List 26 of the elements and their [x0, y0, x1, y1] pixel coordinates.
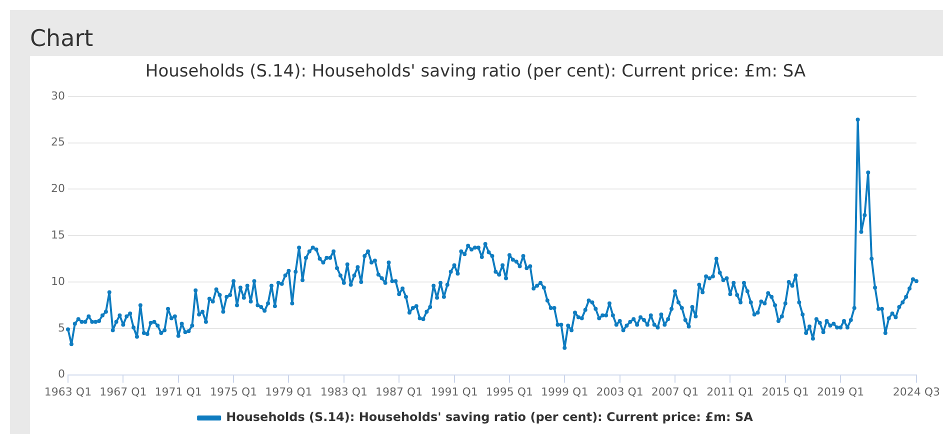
- x-tick-label: 2015 Q1: [762, 385, 809, 398]
- x-tick-label: 1971 Q1: [154, 385, 202, 398]
- x-tick-label: 2024 Q3: [892, 385, 940, 398]
- y-tick-label: 20: [51, 182, 65, 196]
- x-tick-label: 1987 Q1: [376, 385, 423, 398]
- legend-label: Households (S.14): Households' saving ratio (per cent): Current price: £m: SA: [226, 410, 754, 424]
- x-tick-label: 1991 Q1: [430, 385, 478, 398]
- chart-title: Households (S.14): Households' saving ratio (per cent): Current price: £m: SA: [145, 62, 806, 82]
- x-tick-label: 1967 Q1: [100, 385, 147, 398]
- x-tick-label: 2019 Q1: [816, 385, 864, 398]
- x-tick-label: 1999 Q1: [541, 385, 588, 398]
- x-tick-label: 1979 Q1: [265, 385, 312, 398]
- x-tick-label: 2003 Q1: [596, 385, 644, 398]
- y-tick-label: 30: [51, 89, 65, 102]
- x-tick-label: 2011 Q1: [706, 385, 754, 398]
- x-tick-label: 1963 Q1: [44, 385, 92, 398]
- y-tick-label: 5: [58, 321, 65, 334]
- text: Chart: [30, 26, 94, 52]
- x-tick-label: 1975 Q1: [210, 385, 258, 398]
- x-tick-label: 2007 Q1: [651, 385, 699, 398]
- x-tick-label: 1983 Q1: [320, 385, 368, 398]
- y-tick-label: 15: [51, 228, 65, 242]
- y-tick-label: 25: [51, 136, 65, 149]
- y-tick-label: 10: [51, 274, 65, 288]
- y-tick-label: 0: [58, 368, 65, 381]
- x-tick-label: 1995 Q1: [486, 385, 534, 398]
